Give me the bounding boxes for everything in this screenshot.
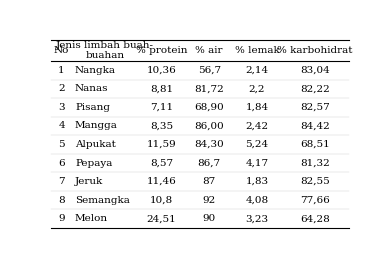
- Text: Semangka: Semangka: [75, 196, 130, 205]
- Text: 90: 90: [203, 214, 216, 223]
- Text: 84,30: 84,30: [194, 140, 224, 149]
- Text: 6: 6: [58, 158, 65, 168]
- Text: 1,84: 1,84: [245, 103, 269, 112]
- Text: 10,36: 10,36: [147, 66, 176, 75]
- Text: % air: % air: [196, 46, 223, 55]
- Text: % karbohidrat: % karbohidrat: [278, 46, 353, 55]
- Text: 1,83: 1,83: [245, 177, 269, 186]
- Text: 64,28: 64,28: [300, 214, 330, 223]
- Text: Alpukat: Alpukat: [75, 140, 116, 149]
- Text: 2,14: 2,14: [245, 66, 269, 75]
- Text: 92: 92: [203, 196, 216, 205]
- Text: Nanas: Nanas: [75, 84, 109, 93]
- Text: 5: 5: [58, 140, 65, 149]
- Text: % lemak: % lemak: [234, 46, 280, 55]
- Text: 7,11: 7,11: [150, 103, 173, 112]
- Text: 8,57: 8,57: [150, 158, 173, 168]
- Text: 3,23: 3,23: [245, 214, 269, 223]
- Text: 10,8: 10,8: [150, 196, 173, 205]
- Text: Melon: Melon: [75, 214, 108, 223]
- Text: 86,7: 86,7: [198, 158, 221, 168]
- Text: Jeruk: Jeruk: [75, 177, 103, 186]
- Text: 68,90: 68,90: [194, 103, 224, 112]
- Text: % protein: % protein: [136, 46, 187, 55]
- Text: 68,51: 68,51: [300, 140, 330, 149]
- Text: No: No: [54, 46, 69, 55]
- Text: 87: 87: [203, 177, 216, 186]
- Text: 86,00: 86,00: [194, 121, 224, 130]
- Text: 81,72: 81,72: [194, 84, 224, 93]
- Text: 82,22: 82,22: [300, 84, 330, 93]
- Text: 1: 1: [58, 66, 65, 75]
- Text: 83,04: 83,04: [300, 66, 330, 75]
- Text: 82,55: 82,55: [300, 177, 330, 186]
- Text: 5,24: 5,24: [245, 140, 269, 149]
- Text: 8,35: 8,35: [150, 121, 173, 130]
- Text: 2,2: 2,2: [249, 84, 265, 93]
- Text: 9: 9: [58, 214, 65, 223]
- Text: 11,46: 11,46: [147, 177, 176, 186]
- Text: 56,7: 56,7: [198, 66, 221, 75]
- Text: 4,17: 4,17: [245, 158, 269, 168]
- Text: Jenis limbah buah-
buahan: Jenis limbah buah- buahan: [56, 41, 154, 60]
- Text: Mangga: Mangga: [75, 121, 118, 130]
- Text: 7: 7: [58, 177, 65, 186]
- Text: 84,42: 84,42: [300, 121, 330, 130]
- Text: 11,59: 11,59: [147, 140, 176, 149]
- Text: 8,81: 8,81: [150, 84, 173, 93]
- Text: 8: 8: [58, 196, 65, 205]
- Text: 81,32: 81,32: [300, 158, 330, 168]
- Text: Pepaya: Pepaya: [75, 158, 112, 168]
- Text: 2,42: 2,42: [245, 121, 269, 130]
- Text: 82,57: 82,57: [300, 103, 330, 112]
- Text: 24,51: 24,51: [147, 214, 176, 223]
- Text: 3: 3: [58, 103, 65, 112]
- Text: 77,66: 77,66: [300, 196, 330, 205]
- Text: 2: 2: [58, 84, 65, 93]
- Text: 4,08: 4,08: [245, 196, 269, 205]
- Text: Nangka: Nangka: [75, 66, 116, 75]
- Text: Pisang: Pisang: [75, 103, 110, 112]
- Text: 4: 4: [58, 121, 65, 130]
